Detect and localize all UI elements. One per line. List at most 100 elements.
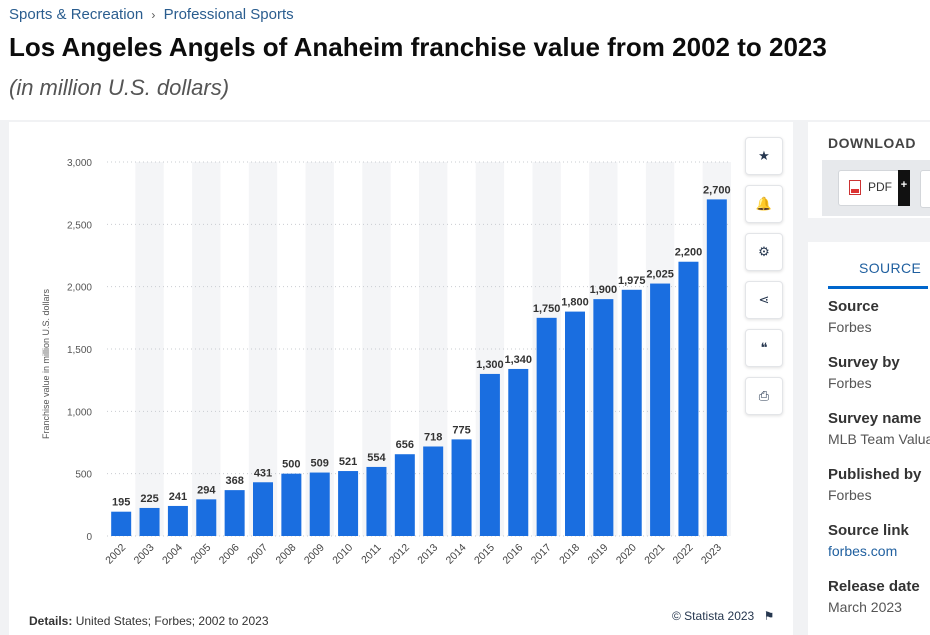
x-tick-label: 2022 [671, 542, 696, 567]
bar-chart: 0 500 1,000 1,500 2,000 2,500 3,000 Franchise v… [41, 158, 731, 567]
data-label: 294 [197, 484, 216, 496]
column-band [192, 162, 221, 536]
bar [678, 261, 699, 536]
x-tick-label: 2015 [472, 542, 497, 567]
survey-by-label: Survey by [828, 354, 900, 371]
survey-name-item: Survey name MLB Team Valua [828, 410, 930, 466]
breadcrumb: Sports & Recreation › Professional Sport… [9, 6, 294, 23]
x-tick-label: 2002 [103, 542, 128, 567]
details-label: Details: [29, 614, 73, 628]
data-label: 2,700 [703, 184, 731, 196]
data-label: 1,975 [618, 275, 646, 287]
data-label: 718 [424, 431, 442, 443]
x-tick-label: 2023 [699, 542, 724, 567]
breadcrumb-parent-link[interactable]: Sports & Recreation [9, 6, 144, 23]
bar [621, 289, 642, 536]
data-label: 554 [367, 452, 386, 464]
data-label: 1,340 [505, 354, 533, 366]
x-tick-label: 2005 [188, 542, 213, 567]
x-tick-label: 2014 [444, 542, 469, 567]
x-tick-label: 2008 [273, 542, 298, 567]
y-tick-label: 1,000 [67, 407, 92, 418]
bar [423, 446, 444, 536]
print-icon[interactable]: ⎙ [745, 377, 783, 415]
y-tick-label: 3,000 [67, 158, 92, 169]
bar [253, 482, 273, 536]
bar [536, 317, 557, 536]
source-item: Source Forbes [828, 298, 930, 354]
data-label: 1,750 [533, 303, 561, 315]
data-label: 1,300 [476, 359, 504, 371]
data-label: 2,025 [646, 269, 674, 281]
bar [565, 311, 585, 536]
data-label: 775 [452, 424, 470, 436]
x-tick-label: 2013 [415, 542, 440, 567]
page-subtitle: (in million U.S. dollars) [9, 75, 230, 100]
plus-icon: + [898, 170, 910, 206]
y-axis-label: Franchise value in million U.S. dollars [41, 288, 51, 439]
breadcrumb-current-link[interactable]: Professional Sports [163, 6, 294, 23]
bar [139, 507, 160, 536]
x-tick-label: 2006 [217, 542, 242, 567]
data-label: 500 [282, 459, 300, 471]
pdf-file-icon [849, 180, 861, 195]
y-tick-label: 500 [75, 470, 92, 481]
breadcrumb-separator: › [151, 8, 156, 22]
data-label: 431 [254, 467, 272, 479]
x-tick-label: 2021 [642, 542, 667, 567]
x-tick-label: 2004 [160, 542, 185, 567]
source-list: Source Forbes Survey by Forbes Survey na… [828, 298, 930, 634]
quote-icon[interactable]: ❝ [745, 329, 783, 367]
y-tick-label: 0 [86, 532, 92, 543]
x-tick-label: 2003 [132, 542, 157, 567]
survey-by-item: Survey by Forbes [828, 354, 930, 410]
data-label: 656 [396, 439, 414, 451]
bar [593, 299, 614, 536]
share-icon[interactable]: ⋖ [745, 281, 783, 319]
y-tick-label: 2,000 [67, 283, 92, 294]
bar [706, 199, 727, 536]
bar [451, 439, 472, 536]
x-tick-label: 2016 [500, 542, 525, 567]
download-panel: DOWNLOAD PDF + [808, 122, 930, 218]
bell-icon[interactable]: 🔔 [745, 185, 783, 223]
statista-copyright-link[interactable]: © Statista 2023 ⚑ [672, 609, 774, 623]
source-link[interactable]: forbes.com [828, 543, 898, 559]
pdf-download-button[interactable]: PDF + [838, 170, 910, 206]
gear-icon[interactable]: ⚙ [745, 233, 783, 271]
x-tick-label: 2007 [245, 542, 270, 567]
release-date-value: March 2023 [828, 599, 902, 615]
download-title: DOWNLOAD [828, 135, 916, 151]
source-label: Source [828, 298, 879, 315]
y-tick-label: 1,500 [67, 345, 92, 356]
published-by-value: Forbes [828, 487, 872, 503]
source-link-label: Source link [828, 522, 909, 539]
data-label: 225 [140, 493, 158, 505]
pdf-label: PDF [868, 180, 892, 194]
bar [508, 368, 529, 536]
bar [394, 454, 415, 536]
release-date-label: Release date [828, 578, 920, 595]
data-label: 1,900 [590, 284, 618, 296]
survey-name-value: MLB Team Valua [828, 431, 930, 447]
x-tick-label: 2009 [302, 542, 327, 567]
tab-source[interactable]: SOURCE [828, 242, 928, 289]
bar [479, 373, 500, 536]
bar [338, 471, 359, 536]
x-tick-label: 2010 [330, 542, 355, 567]
page-title: Los Angeles Angels of Anaheim franchise … [9, 32, 827, 62]
copyright-text: © Statista 2023 [672, 609, 755, 623]
bar [309, 472, 330, 536]
page-header: Sports & Recreation › Professional Sport… [0, 0, 930, 120]
bar [224, 490, 245, 536]
star-icon[interactable]: ★ [745, 137, 783, 175]
y-tick-label: 2,500 [67, 220, 92, 231]
flag-icon: ⚑ [763, 609, 775, 623]
data-label: 195 [112, 497, 130, 509]
bar [167, 505, 188, 536]
source-value: Forbes [828, 319, 872, 335]
data-label: 241 [169, 491, 187, 503]
xls-download-button[interactable] [920, 170, 930, 208]
details-text: United States; Forbes; 2002 to 2023 [75, 614, 269, 628]
survey-name-label: Survey name [828, 410, 922, 427]
